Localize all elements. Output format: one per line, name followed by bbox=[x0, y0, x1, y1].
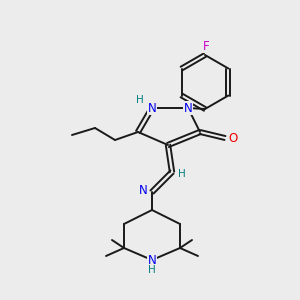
Text: N: N bbox=[148, 254, 156, 266]
Text: H: H bbox=[136, 95, 144, 105]
Text: N: N bbox=[148, 101, 156, 115]
Text: N: N bbox=[139, 184, 147, 196]
Text: H: H bbox=[178, 169, 186, 179]
Text: N: N bbox=[184, 101, 192, 115]
Text: F: F bbox=[203, 40, 209, 52]
Text: O: O bbox=[228, 131, 238, 145]
Text: H: H bbox=[148, 265, 156, 275]
